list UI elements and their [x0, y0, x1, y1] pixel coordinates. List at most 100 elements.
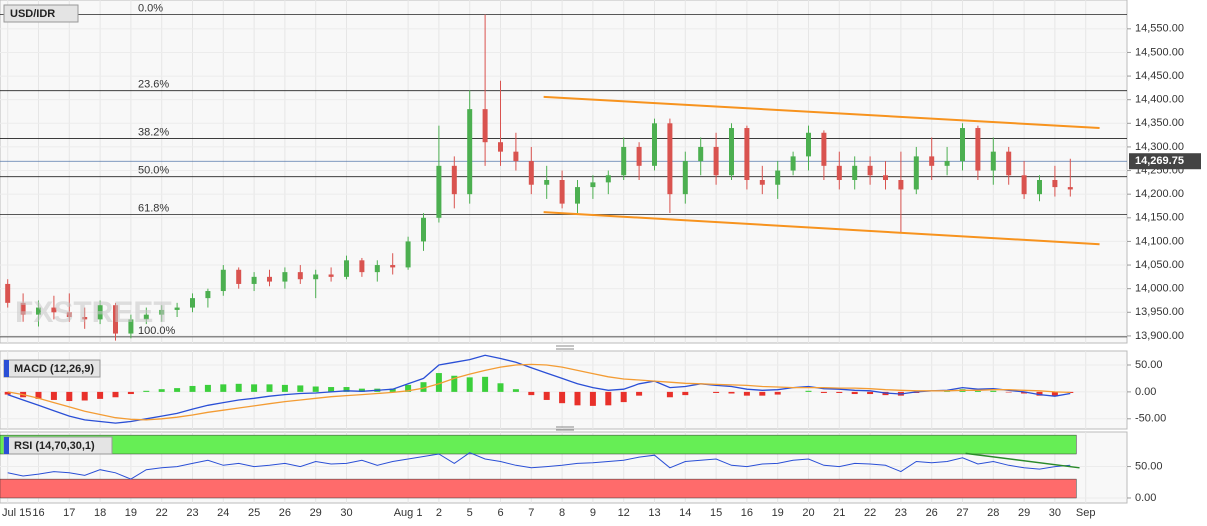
y-tick-label: -50.00: [1135, 413, 1166, 425]
y-tick-label: 50.00: [1135, 359, 1163, 371]
candle-body: [852, 165, 858, 181]
fib-label: 100.0%: [138, 325, 176, 337]
x-tick-label: 30: [340, 507, 352, 519]
histogram-bar: [312, 386, 319, 392]
candle-body: [5, 283, 11, 303]
candle-body: [975, 128, 981, 171]
candle-body: [806, 132, 811, 157]
candle-body: [867, 165, 873, 176]
histogram-bar: [466, 377, 473, 392]
candle-body: [652, 123, 657, 166]
rsi-trendline: [965, 452, 1080, 469]
candle-body: [498, 142, 503, 152]
histogram-bar: [589, 391, 596, 406]
candle-body: [374, 265, 380, 273]
chart-title: USD/IDR: [10, 8, 55, 20]
candle-body: [559, 180, 565, 204]
x-tick-label: 30: [1049, 507, 1061, 519]
candle-body: [590, 182, 596, 188]
rsi-band: [0, 478, 1077, 499]
candle-body: [944, 161, 950, 166]
histogram-bar: [420, 382, 427, 392]
histogram-bar: [743, 391, 750, 396]
title-box: [3, 4, 79, 23]
candle-body: [328, 274, 334, 277]
histogram-bar: [343, 387, 350, 392]
x-tick-label: 12: [618, 507, 630, 519]
histogram-bar: [605, 391, 612, 406]
x-tick-label: 23: [186, 507, 198, 519]
candle-body: [960, 128, 965, 162]
candle-body: [821, 132, 827, 166]
candle-body: [605, 175, 611, 183]
histogram-bar: [1021, 391, 1028, 394]
x-tick-label: 29: [310, 507, 322, 519]
histogram-bar: [836, 391, 843, 393]
x-tick-label: 16: [741, 507, 753, 519]
candle-body: [744, 128, 750, 181]
x-tick-label: 29: [1018, 507, 1030, 519]
histogram-bar: [482, 376, 489, 392]
histogram-bar: [528, 391, 535, 396]
candle-body: [544, 180, 550, 185]
y-tick-label: 0.00: [1135, 492, 1156, 504]
histogram-bar: [328, 387, 335, 392]
x-tick-label: 13: [648, 507, 660, 519]
candle-body: [421, 217, 426, 242]
candle-body: [913, 156, 919, 190]
candle-body: [682, 161, 688, 195]
candle-body: [575, 187, 580, 204]
x-tick-label: 22: [156, 507, 168, 519]
y-tick-label: 14,050.00: [1135, 259, 1184, 271]
candle-body: [883, 175, 888, 181]
histogram-bar: [97, 391, 104, 399]
histogram-bar: [759, 391, 766, 396]
candle-body: [66, 312, 72, 318]
histogram-bar: [1036, 391, 1043, 396]
watermark: FXSTREET: [15, 296, 172, 329]
histogram-bar: [405, 384, 412, 392]
histogram-bar: [944, 391, 951, 392]
histogram-bar: [174, 388, 181, 392]
fib-label: 61.8%: [138, 202, 169, 214]
x-tick-label: 25: [248, 507, 260, 519]
macd-line: [7, 354, 1071, 424]
rsi-swatch: [4, 437, 9, 454]
histogram-bar: [559, 391, 566, 404]
fib-label: 50.0%: [138, 165, 169, 177]
fib-label: 38.2%: [138, 126, 169, 138]
candle-body: [929, 156, 935, 166]
candle-body: [482, 109, 488, 143]
histogram-bar: [235, 383, 242, 392]
histogram-bar: [666, 391, 673, 398]
x-tick-label: 18: [94, 507, 106, 519]
x-tick-label: 24: [217, 507, 229, 519]
candle-body: [698, 146, 704, 162]
histogram-bar: [990, 390, 997, 392]
candle-body: [1052, 180, 1058, 188]
histogram-bar: [620, 391, 627, 403]
histogram-bar: [497, 383, 504, 392]
x-tick-label: 14: [679, 507, 691, 519]
histogram-bar: [682, 391, 689, 396]
candle-body: [220, 269, 226, 292]
histogram-bar: [4, 391, 11, 395]
histogram-bar: [281, 384, 288, 392]
candle-body: [267, 276, 272, 282]
x-tick-label: Sep: [1076, 507, 1096, 519]
histogram-bar: [851, 391, 858, 395]
histogram-bar: [451, 375, 458, 392]
y-tick-label: 13,950.00: [1135, 306, 1184, 318]
x-tick-label: 28: [987, 507, 999, 519]
histogram-bar: [636, 391, 643, 396]
histogram-bar: [728, 391, 735, 394]
histogram-bar: [50, 391, 57, 400]
macd-title: MACD (12,26,9): [14, 363, 94, 375]
histogram-bar: [220, 384, 227, 392]
x-tick-label: 15: [710, 507, 722, 519]
histogram-bar: [805, 390, 812, 392]
candle-body: [790, 156, 796, 171]
histogram-bar: [574, 391, 581, 406]
rsi-line: [7, 452, 1071, 480]
x-tick-label: 26: [279, 507, 291, 519]
